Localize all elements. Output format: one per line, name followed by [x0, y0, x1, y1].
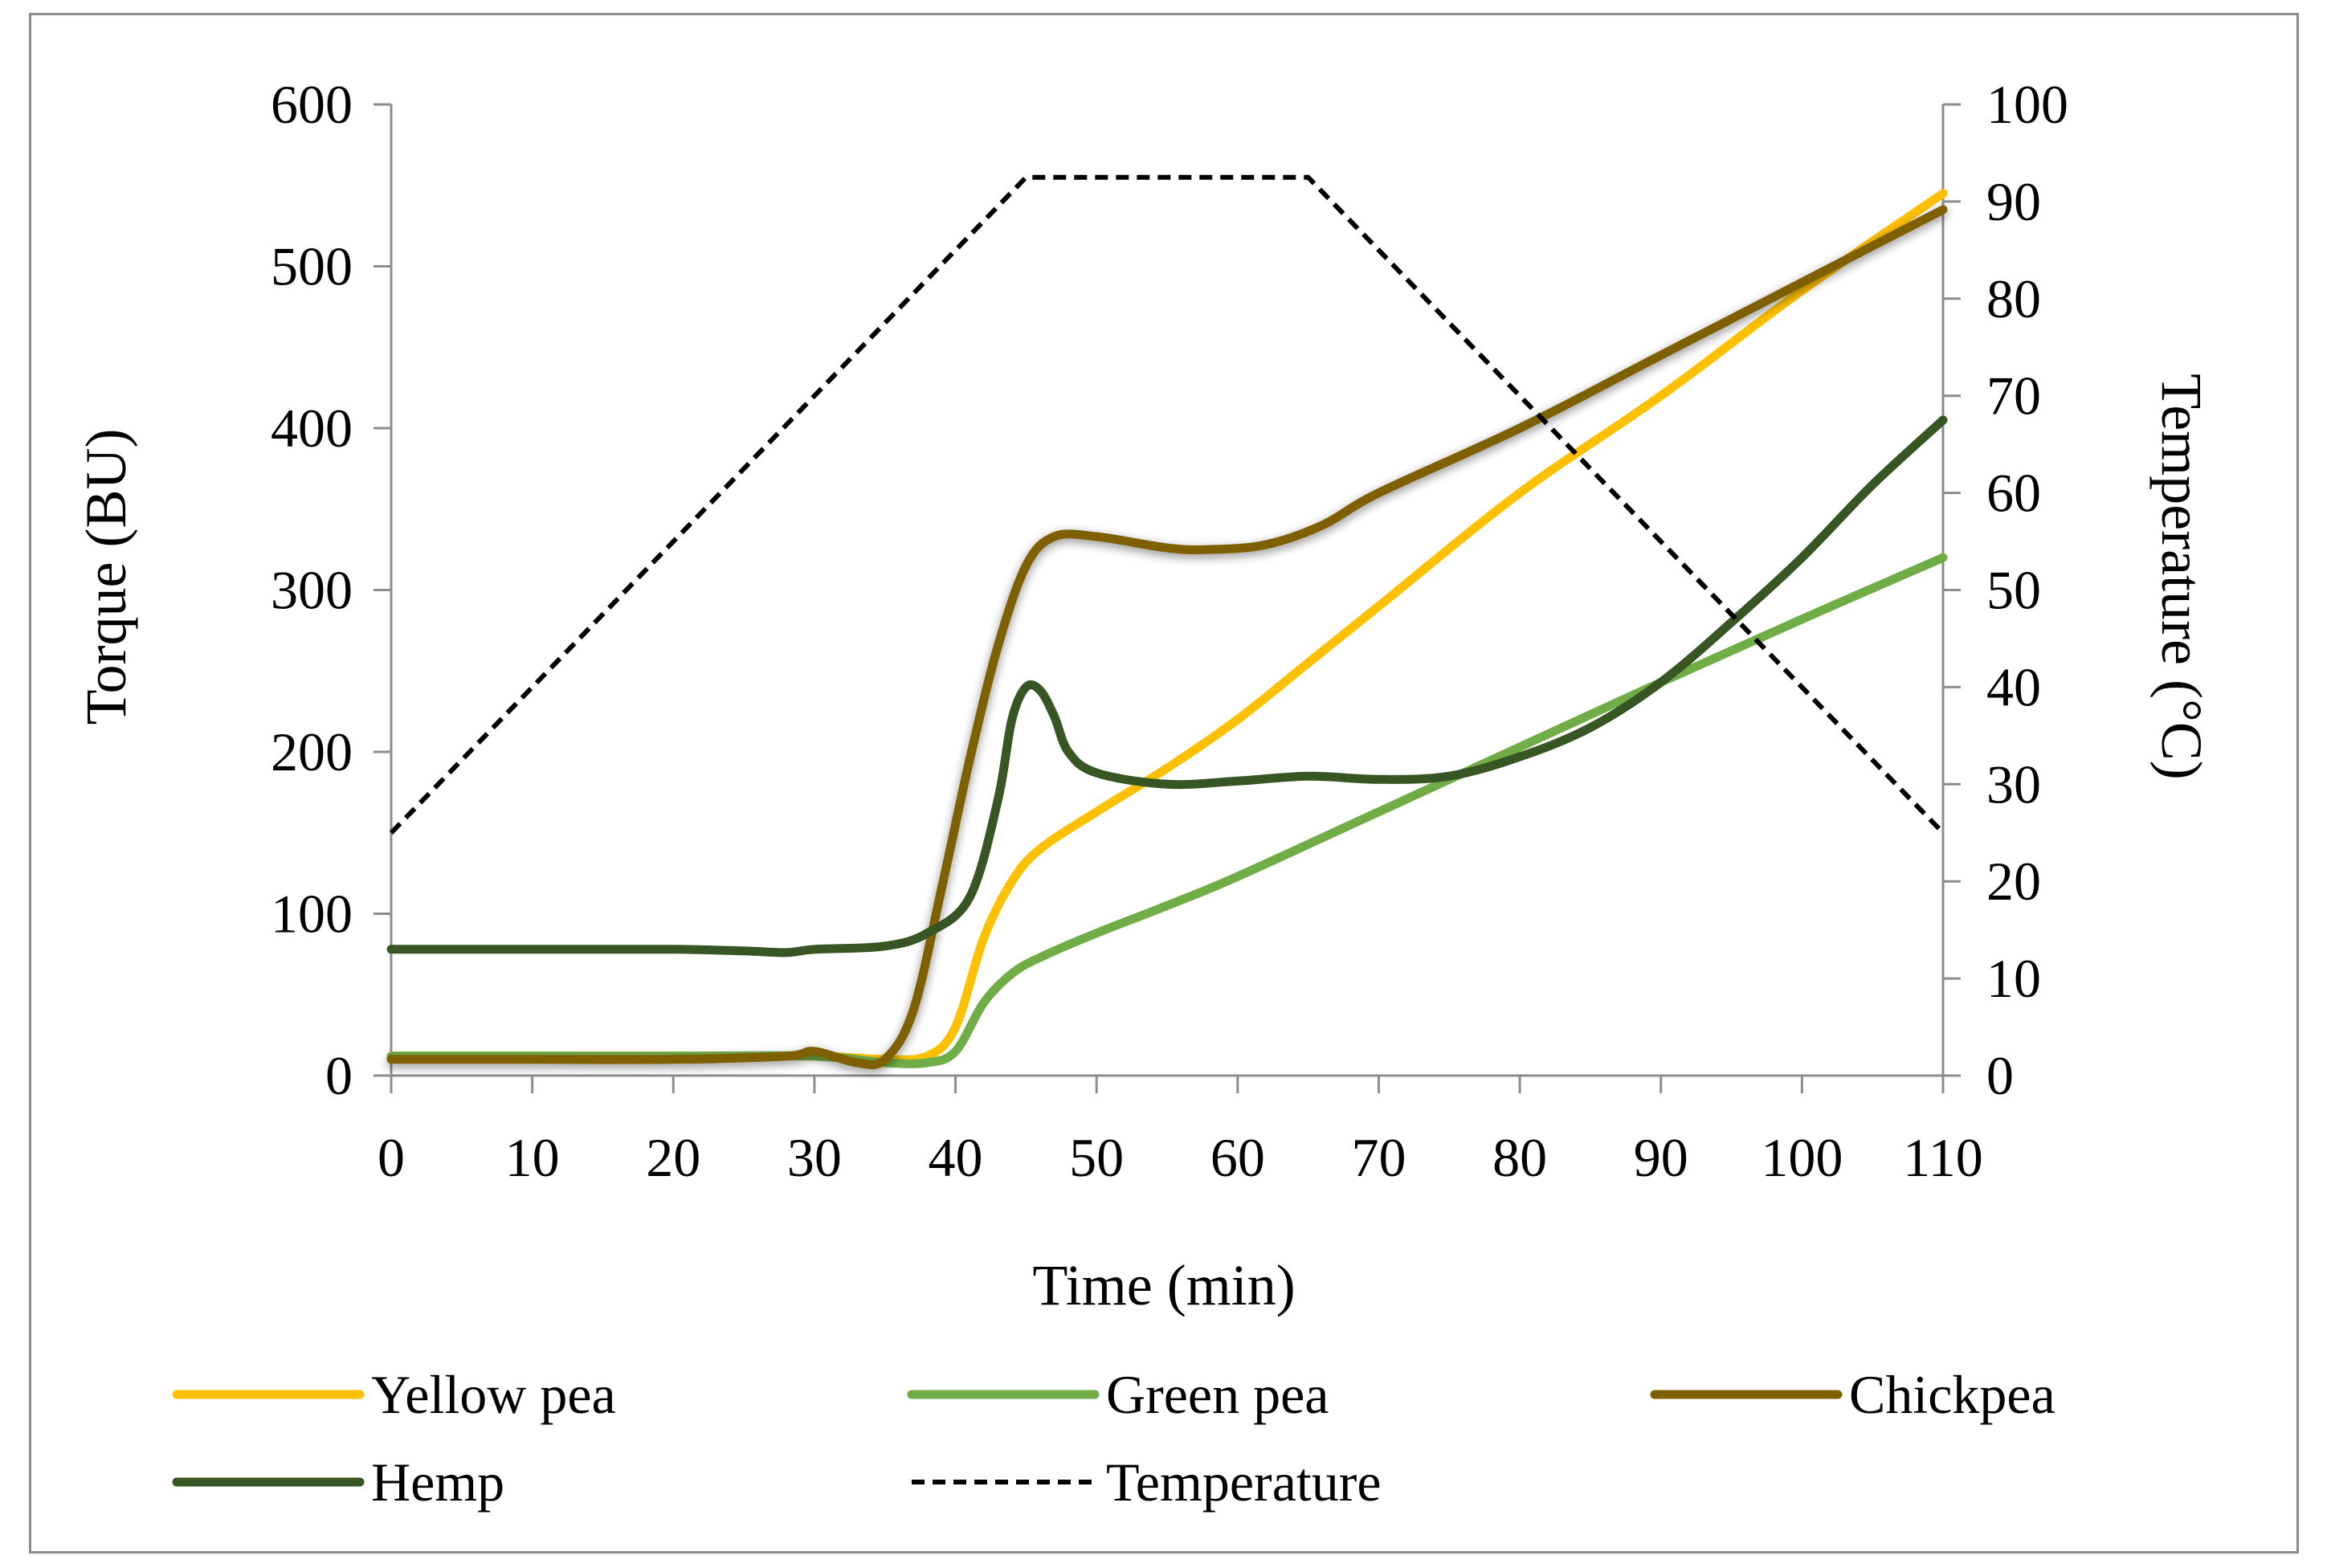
x-tick-label: 0	[378, 1127, 405, 1188]
y2-tick-label: 30	[1986, 753, 2041, 815]
y-tick-label: 400	[271, 398, 353, 459]
x-tick-label: 60	[1210, 1127, 1265, 1188]
y2-tick-label: 80	[1986, 268, 2041, 329]
y-axis-title: Torque (BU)	[74, 429, 138, 725]
y2-tick-label: 40	[1986, 656, 2041, 717]
x-tick-label: 30	[787, 1127, 842, 1188]
y2-tick-label: 70	[1986, 365, 2041, 427]
y-tick-label: 200	[271, 721, 353, 782]
x-tick-label: 90	[1634, 1127, 1688, 1188]
x-tick-label: 100	[1761, 1127, 1843, 1188]
y2-tick-label: 10	[1986, 948, 2041, 1009]
series-chickpea-line	[386, 205, 1948, 1070]
y2-tick-label: 60	[1986, 463, 2041, 524]
y2-axis-title: Temperature (°C)	[2149, 374, 2214, 780]
x-tick-label: 40	[929, 1127, 983, 1188]
y2-tick-label: 50	[1986, 560, 2041, 621]
series-green-pea-line	[386, 553, 1948, 1068]
y-tick-label: 0	[325, 1045, 353, 1106]
y-tick-label: 600	[271, 74, 353, 135]
y2-tick-label: 0	[1986, 1045, 2014, 1106]
legend-label-yellow-pea: Yellow pea	[371, 1364, 616, 1425]
y2-tick-label: 20	[1986, 851, 2041, 912]
x-tick-label: 50	[1069, 1127, 1124, 1188]
y-tick-label: 300	[271, 560, 353, 621]
legend-label-temperature: Temperature	[1106, 1452, 1382, 1513]
series-temperature-line	[389, 174, 1945, 835]
y2-tick-label: 100	[1986, 74, 2068, 135]
x-tick-label: 10	[505, 1127, 560, 1188]
series-yellow-pea-line	[386, 189, 1948, 1064]
y2-tick-label: 90	[1986, 171, 2041, 232]
x-tick-label: 110	[1903, 1127, 1982, 1188]
legend-label-hemp: Hemp	[371, 1452, 504, 1513]
y-tick-label: 500	[271, 236, 353, 297]
x-tick-label: 20	[646, 1127, 700, 1188]
series-layer	[386, 174, 1948, 1070]
x-tick-label: 70	[1351, 1127, 1406, 1188]
y-tick-label: 100	[271, 884, 353, 945]
x-axis-title: Time (min)	[1032, 1253, 1295, 1317]
legend-label-chickpea: Chickpea	[1849, 1364, 2055, 1425]
x-tick-label: 80	[1492, 1127, 1547, 1188]
axes: 0 10 20 30 40 50 60 70 80 90 100 110010020030040050…	[271, 74, 2068, 1188]
series-hemp-line	[386, 415, 1948, 958]
legend-label-green-pea: Green pea	[1106, 1364, 1329, 1425]
legend: Yellow pea Green pea Chickpea Hemp Temperatu…	[172, 1364, 2055, 1513]
